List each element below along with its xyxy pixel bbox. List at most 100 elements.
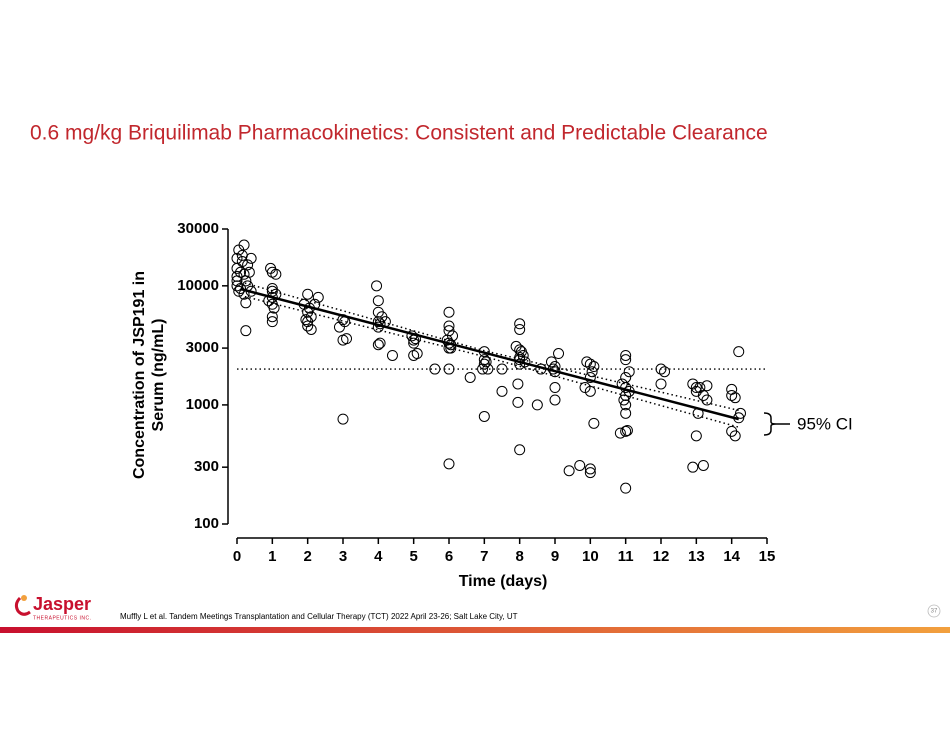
x-tick-label: 8 [515, 548, 523, 565]
logo-mark [14, 596, 31, 616]
data-point [443, 320, 455, 332]
data-point [588, 361, 600, 373]
data-point [659, 366, 671, 378]
data-point [447, 330, 459, 342]
x-tick-label: 7 [480, 548, 488, 565]
data-point [531, 399, 543, 411]
data-point [408, 337, 420, 349]
data-point [620, 482, 632, 494]
x-axis-label: Time (days) [459, 573, 548, 590]
data-point [372, 339, 384, 351]
citation: Muffly L et al. Tandem Meetings Transpla… [120, 612, 518, 621]
footer-bar [0, 627, 950, 633]
x-tick-label: 9 [551, 548, 559, 565]
data-point [620, 354, 632, 366]
x-tick-label: 10 [582, 548, 599, 565]
data-point [586, 366, 598, 378]
data-point [231, 270, 243, 282]
data-point [621, 424, 633, 436]
data-point [729, 392, 741, 404]
data-point [581, 356, 593, 368]
data-point [496, 363, 508, 375]
y-tick-label: 100 [194, 515, 219, 532]
data-point [733, 346, 745, 358]
x-tick-label: 11 [618, 548, 634, 565]
data-point [243, 266, 255, 278]
data-point [726, 389, 738, 401]
data-point [623, 366, 635, 378]
x-tick-label: 3 [339, 548, 347, 565]
y-tick-label: 3000 [186, 339, 219, 356]
page-number: 37 [931, 609, 938, 615]
data-point [482, 363, 494, 375]
data-point [690, 382, 702, 394]
data-point [300, 314, 312, 326]
data-point [690, 430, 702, 442]
x-tick-label: 13 [688, 548, 705, 565]
data-point [238, 239, 250, 251]
data-point [584, 467, 596, 479]
ci-upper [240, 281, 739, 412]
data-point [584, 463, 596, 475]
data-point [238, 268, 250, 280]
data-point [655, 363, 667, 375]
data-point [305, 311, 317, 323]
x-tick-label: 1 [268, 548, 276, 565]
y-tick-label: 1000 [186, 396, 219, 413]
data-point [553, 348, 565, 360]
data-point [729, 430, 741, 442]
data-point [496, 385, 508, 397]
data-point [341, 333, 353, 345]
data-point [515, 346, 527, 358]
data-point [386, 349, 398, 361]
data-point [620, 407, 632, 419]
y-axis-label: Serum (ng/mL) [150, 319, 167, 432]
x-tick-label: 4 [374, 548, 383, 565]
data-point [697, 459, 709, 471]
data-point [371, 280, 383, 292]
data-point [477, 363, 489, 375]
data-point [231, 280, 243, 292]
data-point [514, 444, 526, 456]
data-point [266, 266, 278, 278]
data-point [512, 378, 524, 390]
data-point [701, 394, 713, 406]
data-point [687, 461, 699, 473]
data-point [514, 318, 526, 330]
data-point [549, 394, 561, 406]
data-point [302, 320, 314, 332]
data-point [443, 306, 455, 318]
x-tick-label: 0 [233, 548, 241, 565]
data-point [735, 407, 746, 419]
data-point [266, 311, 278, 323]
data-point [655, 378, 667, 390]
data-point [312, 291, 324, 303]
y-tick-label: 10000 [177, 277, 219, 294]
x-tick-label: 15 [759, 548, 776, 565]
data-point [240, 325, 252, 337]
y-axis-label: Concentration of JSP191 in [131, 271, 148, 479]
data-point [584, 358, 596, 370]
page-badge [927, 604, 941, 618]
data-point [443, 458, 455, 470]
data-point [514, 323, 526, 335]
data-point [588, 417, 600, 429]
data-point [305, 323, 317, 335]
data-point [270, 268, 282, 280]
data-point [235, 282, 247, 294]
data-point [302, 288, 314, 300]
data-point [478, 410, 490, 422]
data-point [240, 297, 252, 309]
data-point [512, 396, 524, 408]
y-tick-label: 300 [194, 458, 219, 475]
data-point [236, 249, 248, 261]
ci-bracket [763, 412, 790, 436]
logo-dot [21, 595, 27, 601]
data-point [701, 380, 713, 392]
data-point [614, 427, 626, 439]
data-point [620, 349, 632, 361]
data-point [266, 282, 278, 294]
